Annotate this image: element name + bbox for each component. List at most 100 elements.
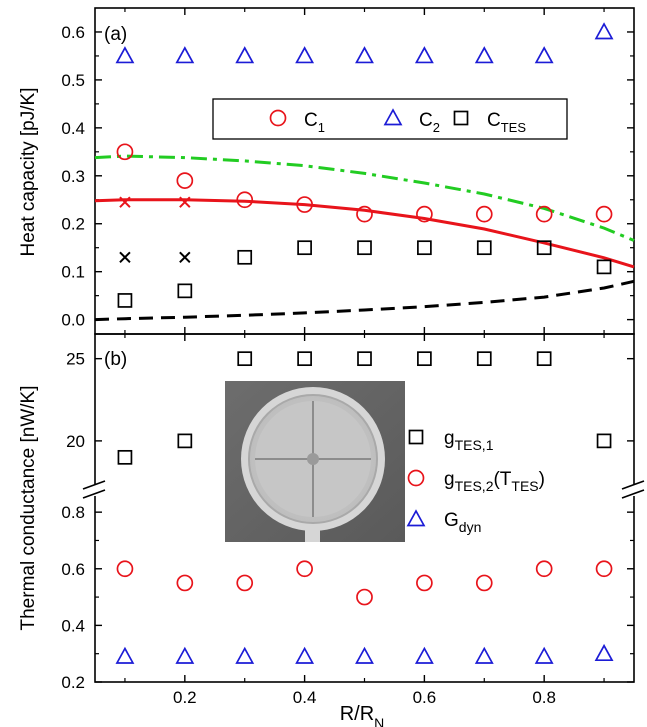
x-tick-label: 0.8 [532,688,556,707]
x-axis-label: R/RN [340,703,385,727]
y-tick-label-a: 0.5 [61,71,85,90]
y-tick-label-a: 0.2 [61,215,85,234]
point-a-triangle [594,22,614,40]
point-b-triangle [175,646,195,664]
point-b-square [237,351,253,367]
y-tick-label-a: 0.6 [61,23,85,42]
point-b-triangle [414,646,434,664]
legend-a-label: CTES [487,110,526,135]
legend-b-marker-square [408,429,424,445]
point-b-circle [595,560,613,578]
panel-a-label: (a) [104,24,127,45]
point-a-square [417,240,432,256]
point-a-x [179,196,191,208]
point-b-triangle [115,646,135,664]
y-tick-label-a: 0.3 [61,167,85,186]
point-a-circle [236,191,254,209]
legend-a-frame [212,98,568,140]
curve-dashed [94,279,635,322]
point-a-circle [356,205,373,223]
point-b-square [297,351,312,367]
point-a-square [297,240,312,256]
point-a-triangle [175,46,195,64]
point-b-square [536,351,552,367]
x-tick-label: 0.4 [293,688,317,707]
legend-a-marker-triangle [383,108,403,126]
axis-break-mark [82,489,106,499]
y-tick-label-b-lower: 0.2 [61,673,85,692]
y-tick-label-a: 0.1 [61,263,85,282]
point-a-triangle [295,46,315,64]
point-b-circle [236,574,254,592]
point-a-square [476,240,492,256]
legend-b-label: gTES,2(TTES) [444,469,545,494]
point-a-circle [116,143,134,161]
point-b-circle [356,588,373,606]
legend-b-marker-triangle [406,509,426,527]
point-b-circle [296,560,313,578]
point-a-square [596,259,612,275]
y-tick-label-b-lower: 0.8 [61,503,85,522]
point-a-circle [416,205,433,223]
legend-a-marker-square [453,110,469,126]
point-a-triangle [414,46,434,64]
point-b-square [177,433,193,449]
point-a-triangle [534,46,554,64]
point-b-triangle [235,646,255,664]
x-tick-label: 0.6 [413,688,437,707]
point-b-triangle [295,646,315,664]
point-a-square [536,240,552,256]
panel-a-frame [94,7,635,335]
point-b-square [117,449,133,465]
y-tick-label-b-upper: 25 [66,350,85,369]
inset-photo [225,381,405,542]
point-a-square [357,240,372,256]
legend-b: gTES,1 gTES,2(TTES) Gdyn [406,428,545,535]
point-b-triangle [474,646,494,664]
legend-a: C1 C2 CTES [212,98,568,140]
axis-break-mark [82,480,106,490]
point-a-triangle [115,46,135,64]
legend-b-marker-circle [407,469,425,487]
point-b-triangle [594,643,614,662]
curve-solid [94,198,635,269]
point-b-square [476,351,492,367]
panel-b-label: (b) [104,349,127,370]
point-a-triangle [474,46,494,64]
y-tick-label-b-upper: 20 [66,432,85,451]
point-a-x [119,196,131,208]
axis-break-mark [621,480,645,490]
y-axis-label-a: Heat capacity [pJ/K] [18,88,39,257]
axis-break-mark [621,489,645,499]
point-b-circle [116,560,134,578]
legend-a-label: C2 [419,110,440,135]
x-tick-label: 0.2 [173,688,197,707]
legend-a-label: C1 [304,110,325,135]
point-a-square [237,249,253,265]
point-b-circle [475,574,493,592]
y-tick-label-a: 0.4 [61,119,85,138]
point-a-x [179,251,191,264]
point-b-square [357,351,372,367]
y-tick-label-b-lower: 0.6 [61,560,85,579]
legend-b-label: gTES,1 [444,428,494,453]
point-a-triangle [355,46,374,64]
point-a-circle [296,196,313,213]
point-a-circle [475,205,493,223]
y-axis-label-b: Thermal conductance [nW/K] [18,386,39,631]
point-a-x [119,251,131,264]
point-b-circle [535,560,553,578]
point-b-triangle [355,646,374,664]
point-b-circle [416,574,433,592]
point-b-triangle [534,646,554,664]
curve-dashdot [94,154,635,242]
point-a-circle [595,205,613,223]
point-a-triangle [235,46,255,64]
legend-a-marker-circle [269,109,287,127]
point-b-square [596,433,612,449]
point-a-circle [176,172,194,189]
point-b-square [417,351,432,367]
point-b-circle [176,574,194,592]
legend-b-label: Gdyn [444,510,481,535]
